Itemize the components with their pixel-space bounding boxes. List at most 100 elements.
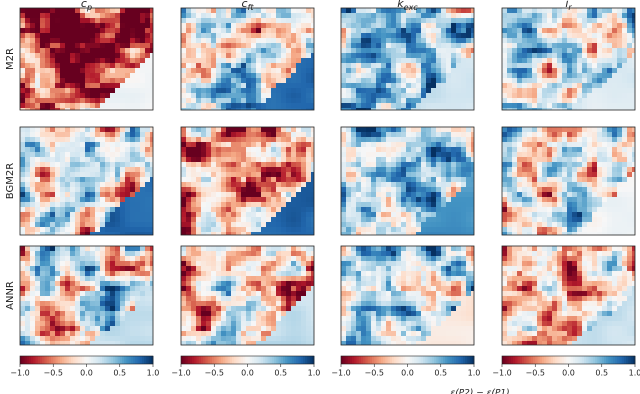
heat-cell <box>211 152 216 157</box>
heat-cell <box>592 103 597 108</box>
heat-cell <box>256 222 261 227</box>
heat-cell <box>436 78 441 83</box>
heat-cell <box>296 182 301 187</box>
heat-cell <box>396 212 401 217</box>
heat-cell <box>226 23 231 28</box>
heat-cell <box>75 132 80 137</box>
heat-cell <box>40 172 45 177</box>
heat-cell <box>582 13 587 18</box>
heat-cell <box>20 157 25 162</box>
heat-cell <box>381 137 386 142</box>
heat-cell <box>461 177 466 182</box>
heat-cell <box>351 137 356 142</box>
heat-cell <box>145 157 150 162</box>
heat-cell <box>115 291 120 296</box>
heat-cell <box>582 88 587 93</box>
heat-cell <box>306 58 311 63</box>
heat-cell <box>65 83 70 88</box>
heat-cell <box>517 8 522 13</box>
heat-cell <box>446 18 451 23</box>
heat-cell <box>612 78 617 83</box>
heat-cell <box>562 58 567 63</box>
heat-cell <box>632 103 635 108</box>
heat-cell <box>221 127 226 132</box>
heat-cell <box>622 147 627 152</box>
heat-cell <box>251 212 256 217</box>
heat-cell <box>607 167 612 172</box>
heat-cell <box>607 8 612 13</box>
heat-cell <box>150 301 153 306</box>
heat-cell <box>20 88 25 93</box>
heat-cell <box>592 182 597 187</box>
heat-cell <box>125 88 130 93</box>
heat-cell <box>361 192 366 197</box>
heat-cell <box>381 212 386 217</box>
heat-cell <box>206 78 211 83</box>
heat-cell <box>431 127 436 132</box>
heat-cell <box>507 63 512 68</box>
heat-cell <box>25 256 30 261</box>
heat-cell <box>451 212 456 217</box>
heat-cell <box>441 197 446 202</box>
heat-cell <box>396 93 401 98</box>
heat-cell <box>281 38 286 43</box>
heat-cell <box>451 197 456 202</box>
heat-cell <box>45 301 50 306</box>
heat-cell <box>376 28 381 33</box>
heat-cell <box>431 232 436 235</box>
heat-cell <box>507 78 512 83</box>
heat-cell <box>211 93 216 98</box>
heat-cell <box>201 182 206 187</box>
heat-cell <box>381 162 386 167</box>
heat-cell <box>582 197 587 202</box>
heat-cell <box>577 48 582 53</box>
heat-cell <box>356 48 361 53</box>
heat-cell <box>507 232 512 235</box>
heat-cell <box>271 192 276 197</box>
heat-cell <box>140 192 145 197</box>
heat-cell <box>532 23 537 28</box>
heat-cell <box>527 137 532 142</box>
heat-cell <box>406 88 411 93</box>
heat-cell <box>466 157 471 162</box>
heat-cell <box>587 18 592 23</box>
heat-cell <box>95 232 100 235</box>
heat-cell <box>436 18 441 23</box>
heat-cell <box>291 103 296 108</box>
heat-cell <box>60 8 65 13</box>
heat-cell <box>251 28 256 33</box>
heat-cell <box>441 38 446 43</box>
heat-cell <box>40 212 45 217</box>
heat-cell <box>466 167 471 172</box>
heat-cell <box>346 177 351 182</box>
heat-cell <box>301 142 306 147</box>
heat-cell <box>206 33 211 38</box>
heat-cell <box>286 207 291 212</box>
heat-cell <box>617 132 622 137</box>
heat-cell <box>261 207 266 212</box>
heat-cell <box>221 98 226 103</box>
heat-cell <box>80 246 85 251</box>
heat-cell <box>115 266 120 271</box>
heat-cell <box>75 142 80 147</box>
heat-cell <box>421 162 426 167</box>
heat-cell <box>361 142 366 147</box>
heat-cell <box>140 13 145 18</box>
heat-cell <box>241 127 246 132</box>
heat-cell <box>100 33 105 38</box>
heat-cell <box>306 167 311 172</box>
heat-cell <box>456 157 461 162</box>
heat-cell <box>411 38 416 43</box>
heat-cell <box>451 217 456 222</box>
heat-cell <box>140 43 145 48</box>
heat-cell <box>306 147 311 152</box>
heat-cell <box>226 103 231 108</box>
heat-cell <box>115 147 120 152</box>
heat-cell <box>341 43 346 48</box>
heat-cell <box>446 103 451 108</box>
heat-cell <box>95 93 100 98</box>
heat-cell <box>416 83 421 88</box>
heat-cell <box>145 256 150 261</box>
heat-cell <box>105 157 110 162</box>
heat-cell <box>607 83 612 88</box>
